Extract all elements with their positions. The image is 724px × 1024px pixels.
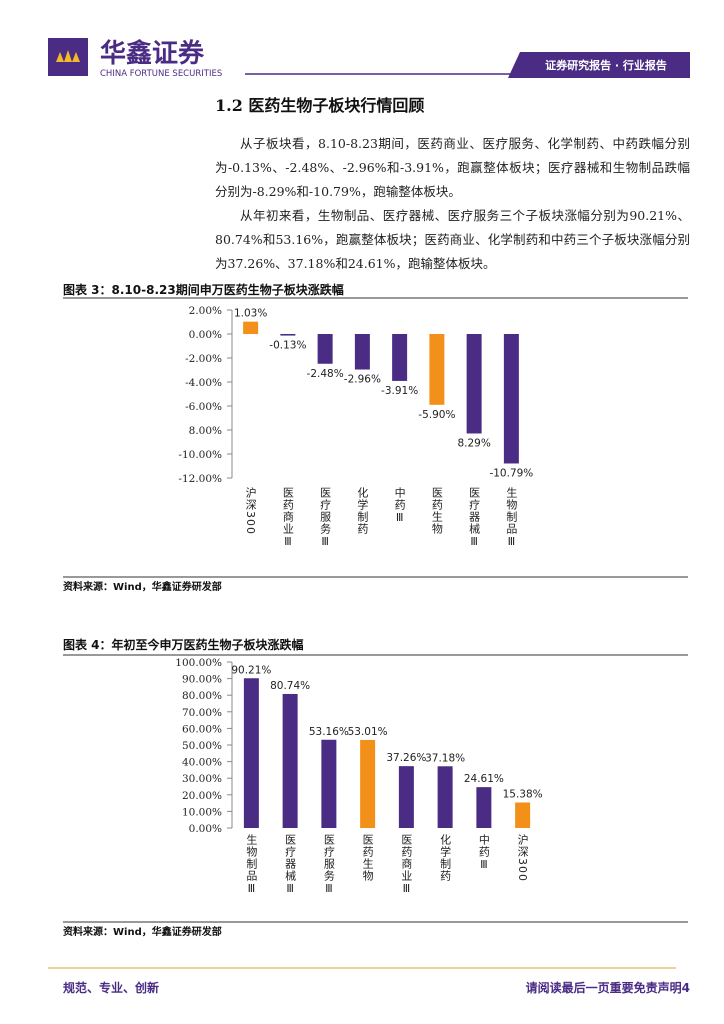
bar <box>476 787 492 828</box>
y-tick-label: 0.00% <box>189 823 222 835</box>
y-tick-label: 30.00% <box>182 773 222 785</box>
y-tick-label: 80.00% <box>182 690 222 702</box>
y-tick-label: 50.00% <box>182 740 222 752</box>
x-tick-label: 生物制品Ⅲ <box>245 833 258 896</box>
x-tick-label: 医疗服务Ⅲ <box>319 487 332 549</box>
bar <box>354 334 370 370</box>
data-label: -2.48% <box>307 368 344 380</box>
y-tick-label: -10.00% <box>178 449 222 461</box>
data-label: 37.18% <box>425 752 465 764</box>
tag-banner <box>508 52 690 78</box>
y-tick-label: 40.00% <box>182 757 222 769</box>
paragraph: 从子板块看，8.10-8.23期间，医药商业、医疗服务、化学制药、中药跌幅分别为… <box>215 136 690 199</box>
bar <box>392 334 408 381</box>
y-tick-label: 100.00% <box>175 657 222 669</box>
x-tick-label: 医药生物 <box>430 487 443 535</box>
bar <box>282 693 298 828</box>
data-label: -5.90% <box>418 409 455 421</box>
logo-icon <box>56 50 80 62</box>
chart-title: 图表 3：8.10-8.23期间申万医药生物子板块涨跌幅 <box>63 282 344 297</box>
y-tick-label: 8.00% <box>189 425 222 437</box>
x-tick-label: 化学制药 <box>439 833 452 882</box>
paragraph: 从年初来看，生物制品、医疗器械、医疗服务三个子板块涨幅分别为90.21%、80.… <box>215 208 690 271</box>
y-tick-label: -4.00% <box>185 377 222 389</box>
chart-title: 图表 4：年初至今申万医药生物子板块涨跌幅 <box>63 637 304 652</box>
y-tick-label: -6.00% <box>185 401 222 413</box>
x-tick-label: 中药Ⅲ <box>393 487 406 525</box>
section-title: 1.2 医药生物子板块行情回顾 <box>215 96 424 115</box>
y-tick-label: -2.00% <box>185 353 222 365</box>
bar <box>437 766 453 828</box>
brand-en: CHINA FORTUNE SECURITIES <box>100 69 222 79</box>
data-label: 24.61% <box>464 773 504 785</box>
data-label: 37.26% <box>386 752 426 764</box>
bar <box>429 334 445 405</box>
data-label: 1.03% <box>234 308 267 320</box>
tag: 证券研究报告 · 行业报告 <box>545 58 667 72</box>
y-tick-label: 2.00% <box>189 305 222 317</box>
y-tick-label: 60.00% <box>182 723 222 735</box>
bar <box>317 334 333 364</box>
y-tick-label: 70.00% <box>182 707 222 719</box>
footer-right: 请阅读最后一页重要免责声明4 <box>526 980 690 995</box>
footer-left: 规范、专业、创新 <box>63 980 159 995</box>
x-tick-label: 中药Ⅲ <box>477 834 490 872</box>
x-tick-label: 沪深300 <box>244 486 257 535</box>
y-tick-label: 0.00% <box>189 329 222 341</box>
y-tick-label: 20.00% <box>182 790 222 802</box>
data-label: -3.91% <box>381 385 418 397</box>
bar <box>398 766 414 828</box>
bar <box>243 678 259 828</box>
y-tick-label: 90.00% <box>182 674 222 686</box>
x-tick-label: 医药商业Ⅲ <box>400 834 413 896</box>
bar <box>243 321 259 334</box>
bar <box>515 802 531 828</box>
data-label: 80.74% <box>270 680 310 692</box>
data-label: -10.79% <box>489 467 533 479</box>
x-tick-label: 沪深300 <box>516 833 529 882</box>
data-label: 8.29% <box>457 437 490 449</box>
x-tick-label: 化学制药 <box>356 486 369 535</box>
bar <box>503 334 519 464</box>
x-tick-label: 生物制品Ⅲ <box>505 486 518 549</box>
y-tick-label: 10.00% <box>182 806 222 818</box>
data-label: -0.13% <box>269 340 306 352</box>
brand-cn: 华鑫证券 <box>100 38 205 69</box>
x-tick-label: 医药商业Ⅲ <box>281 487 294 549</box>
source: 资料来源：Wind，华鑫证券研发部 <box>63 580 222 593</box>
bar <box>321 739 337 828</box>
source: 资料来源：Wind，华鑫证券研发部 <box>63 925 222 938</box>
x-tick-label: 医疗器械Ⅲ <box>468 487 481 549</box>
bar <box>280 334 296 336</box>
x-tick-label: 医疗服务Ⅲ <box>322 834 335 896</box>
data-label: 53.01% <box>348 726 388 738</box>
bar <box>360 740 376 828</box>
data-label: 53.16% <box>309 726 349 738</box>
y-tick-label: -12.00% <box>178 473 222 485</box>
data-label: 90.21% <box>231 664 271 676</box>
x-tick-label: 医药生物 <box>361 834 374 882</box>
bar <box>466 334 482 434</box>
x-tick-label: 医疗器械Ⅲ <box>284 834 297 896</box>
data-label: -2.96% <box>344 374 381 386</box>
data-label: 15.38% <box>503 788 543 800</box>
